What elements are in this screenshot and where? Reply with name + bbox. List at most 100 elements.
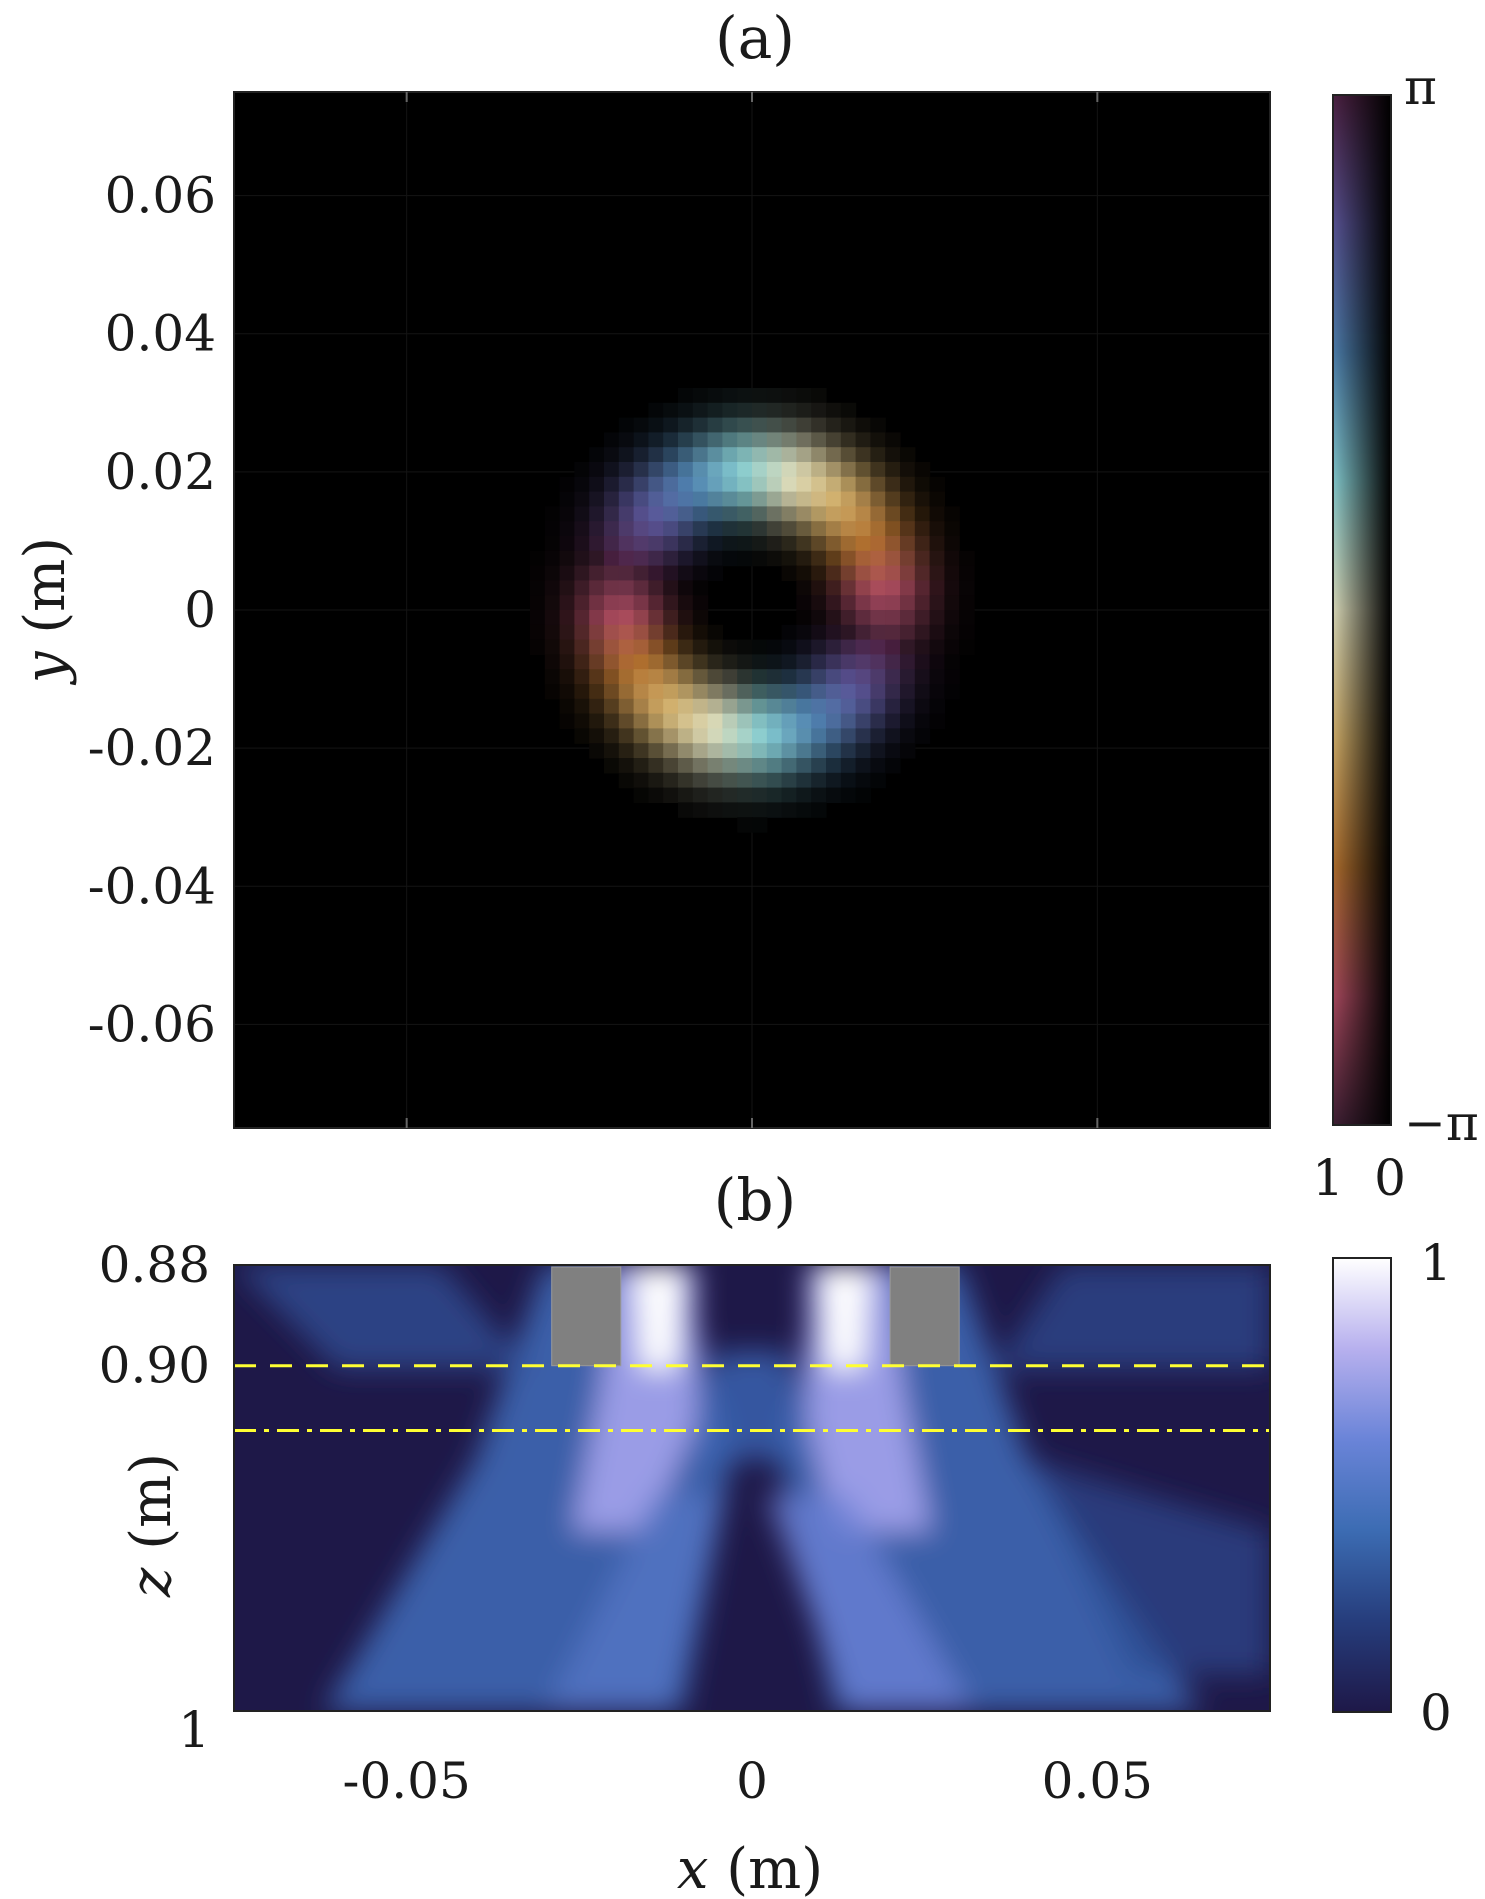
field-cell — [737, 536, 753, 552]
field-cell — [840, 713, 857, 729]
field-cell — [633, 536, 649, 552]
field-cell — [648, 565, 664, 581]
field-cell — [900, 713, 916, 729]
field-cell — [855, 462, 871, 478]
field-cell — [870, 610, 886, 626]
field-cell — [781, 669, 797, 685]
field-cell — [914, 521, 931, 537]
field-cell — [678, 388, 694, 404]
field-cell — [840, 610, 857, 626]
field-cell — [796, 684, 812, 700]
field-cell — [604, 743, 620, 759]
field-cell — [574, 684, 590, 700]
field-cell — [959, 639, 975, 655]
field-cell — [737, 728, 753, 744]
field-cell — [885, 580, 901, 596]
field-cell — [544, 654, 561, 670]
field-cell — [559, 669, 575, 685]
field-cell — [870, 521, 886, 537]
field-cell — [604, 491, 620, 507]
field-cell — [752, 521, 768, 537]
field-cell — [914, 550, 931, 567]
field-cell — [633, 713, 649, 729]
field-cell — [811, 388, 827, 404]
field-cell — [633, 521, 649, 537]
field-cell — [589, 684, 605, 700]
field-cell — [663, 521, 679, 537]
field-cell — [796, 521, 812, 537]
field-cell — [959, 565, 975, 581]
field-cell — [722, 743, 738, 759]
field-cell — [796, 536, 812, 552]
field-cell — [604, 447, 620, 463]
field-cell — [589, 580, 605, 596]
field-cell — [811, 417, 827, 433]
field-cell — [900, 624, 916, 641]
field-cell — [811, 802, 827, 818]
field-cell — [530, 639, 546, 655]
field-cell — [752, 743, 768, 759]
field-cell — [929, 610, 945, 626]
field-cell — [692, 802, 709, 818]
field-cell — [692, 713, 709, 729]
field-cell — [959, 550, 975, 567]
field-cell — [826, 462, 842, 478]
field-cell — [781, 787, 797, 803]
field-cell — [752, 417, 768, 433]
field-cell — [707, 476, 723, 493]
field-cell — [944, 506, 960, 522]
field-cell — [678, 639, 694, 655]
field-cell — [796, 698, 812, 715]
field-cell — [678, 565, 694, 581]
field-cell — [678, 521, 694, 537]
colorbar-a-shade — [1333, 95, 1391, 1125]
field-cell — [618, 521, 635, 537]
field-cell — [885, 639, 901, 655]
field-cell — [604, 639, 620, 655]
field-cell — [944, 624, 960, 641]
field-cell — [707, 758, 723, 774]
field-cell — [840, 476, 857, 493]
field-cell — [811, 462, 827, 478]
field-cell — [737, 802, 753, 818]
field-cell — [811, 432, 827, 448]
field-cell — [944, 610, 960, 626]
field-cell — [766, 654, 783, 670]
field-cell — [559, 491, 575, 507]
field-cell — [914, 610, 931, 626]
field-cell — [929, 639, 945, 655]
field-cell — [530, 595, 546, 611]
field-cell — [544, 669, 561, 685]
field-cell — [929, 669, 945, 685]
beam-region — [234, 1265, 531, 1370]
field-cell — [914, 580, 931, 596]
field-cell — [870, 506, 886, 522]
field-cell — [766, 447, 783, 463]
field-cell — [766, 521, 783, 537]
beam-region — [1028, 1459, 1270, 1675]
field-cell — [855, 521, 871, 537]
field-cell — [633, 654, 649, 670]
field-cell — [796, 462, 812, 478]
field-cell — [855, 787, 871, 803]
field-cell — [618, 669, 635, 685]
field-cell — [559, 610, 575, 626]
field-cell — [574, 595, 590, 611]
field-cell — [781, 402, 797, 419]
field-cell — [826, 713, 842, 729]
field-cell — [752, 432, 768, 448]
field-cell — [707, 491, 723, 507]
field-cell — [840, 787, 857, 803]
field-cell — [663, 595, 679, 611]
field-cell — [722, 402, 738, 419]
field-cell — [855, 743, 871, 759]
field-cell — [648, 506, 664, 522]
field-cell — [781, 462, 797, 478]
field-cell — [840, 536, 857, 552]
colorbar-a-right-label: 0 — [1374, 1149, 1406, 1207]
field-cell — [604, 713, 620, 729]
field-cell — [722, 698, 738, 715]
field-cell — [722, 536, 738, 552]
panel-b-colorbar: 1 0 — [1332, 1234, 1452, 1742]
field-cell — [618, 610, 635, 626]
